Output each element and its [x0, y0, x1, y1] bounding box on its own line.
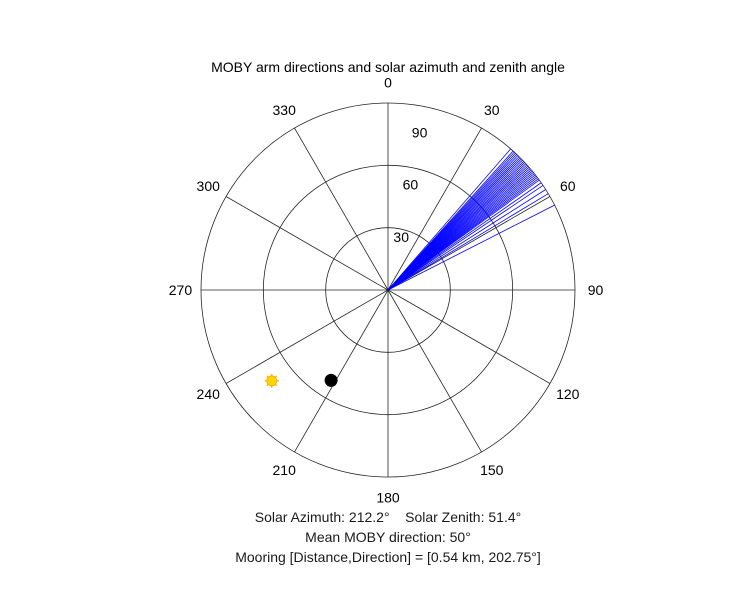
- ring-30: [325, 227, 451, 353]
- theta-tick-label: 0: [384, 74, 392, 90]
- mooring-text: Mooring [Distance,Direction] = [0.54 km,…: [235, 549, 541, 565]
- ring-90: [200, 102, 576, 478]
- ring-60: [262, 164, 514, 416]
- spoke-30: [387, 127, 482, 291]
- spoke-60: [387, 196, 551, 291]
- spoke-120: [387, 289, 551, 384]
- moby-arm-ray: [387, 189, 546, 291]
- theta-tick-label: 300: [197, 178, 221, 194]
- r-tick-label: 60: [403, 177, 419, 193]
- sun-disc: [266, 375, 278, 387]
- chart-title: MOBY arm directions and solar azimuth an…: [211, 59, 565, 75]
- spoke-330: [294, 127, 389, 291]
- moby-arm-ray: [387, 179, 540, 291]
- solar-position-dot: [324, 373, 338, 387]
- moby-arm-ray: [387, 193, 549, 291]
- sun-marker: [264, 373, 279, 388]
- spoke-210: [294, 289, 389, 453]
- theta-tick-label: 210: [273, 462, 297, 478]
- spoke-300: [225, 196, 389, 291]
- tick-labels: 0 30 60 90 120 150 180 210 240 270 300 330 30 60 90: [169, 74, 604, 505]
- theta-tick-label: 180: [376, 490, 400, 506]
- theta-tick-label: 90: [588, 282, 604, 298]
- moby-arm-ray: [387, 185, 544, 291]
- spoke-150: [387, 289, 482, 453]
- moby-arm-ray: [387, 148, 511, 291]
- theta-tick-label: 330: [273, 102, 297, 118]
- mean-moby-direction-text: Mean MOBY direction: 50°: [305, 529, 471, 545]
- moby-arm-ray: [387, 182, 542, 291]
- theta-tick-label: 60: [560, 178, 576, 194]
- theta-tick-label: 240: [197, 386, 221, 402]
- r-tick-label: 90: [412, 124, 428, 140]
- theta-tick-label: 30: [484, 102, 500, 118]
- theta-tick-label: 120: [556, 386, 580, 402]
- moby-arm-ray: [387, 204, 555, 291]
- theta-tick-label: 150: [480, 462, 504, 478]
- spoke-240: [225, 289, 389, 384]
- solar-angles-text: Solar Azimuth: 212.2° Solar Zenith: 51.4…: [254, 509, 522, 525]
- theta-tick-label: 270: [169, 282, 193, 298]
- r-tick-label: 30: [393, 229, 409, 245]
- data-marks: [264, 148, 555, 388]
